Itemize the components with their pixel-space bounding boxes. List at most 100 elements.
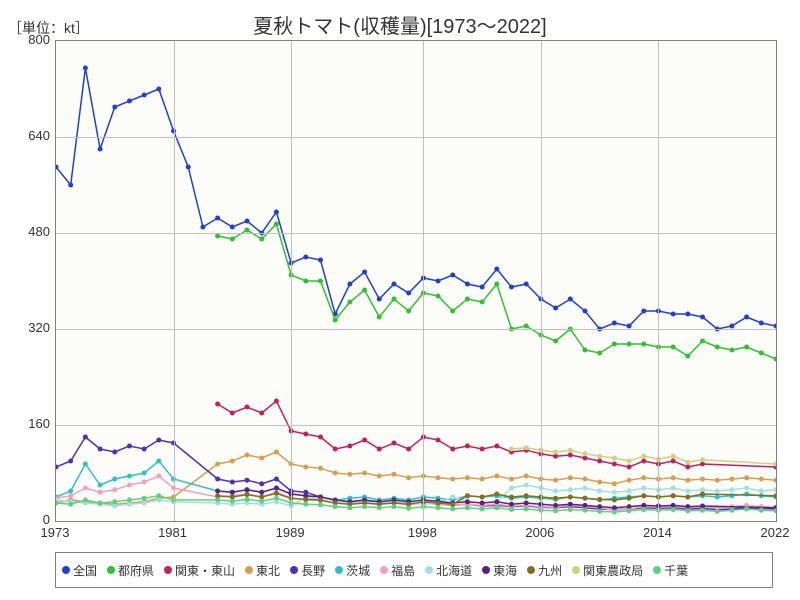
series-marker: [215, 477, 220, 482]
series-marker: [318, 466, 323, 471]
legend-item: 北海道: [425, 562, 472, 579]
x-tick-label: 2006: [520, 525, 560, 540]
legend-marker-icon: [164, 566, 172, 574]
series-marker: [612, 456, 617, 461]
legend-label: 長野: [301, 562, 325, 579]
series-marker: [774, 324, 777, 329]
series-marker: [729, 487, 734, 492]
series-marker: [494, 282, 499, 287]
series-marker: [582, 503, 587, 508]
series-marker: [480, 495, 485, 500]
series-marker: [700, 339, 705, 344]
x-tick-label: 1981: [153, 525, 193, 540]
series-marker: [56, 465, 59, 470]
legend-label: 東北: [256, 562, 280, 579]
series-marker: [480, 447, 485, 452]
series-marker: [524, 324, 529, 329]
legend-marker-icon: [380, 566, 388, 574]
legend-label: 福島: [391, 562, 415, 579]
series-marker: [83, 435, 88, 440]
series-marker: [259, 499, 264, 504]
series-marker: [465, 475, 470, 480]
legend-marker-icon: [335, 566, 343, 574]
series-marker: [744, 507, 749, 512]
legend-marker-icon: [527, 566, 535, 574]
series-marker: [744, 475, 749, 480]
series-marker: [347, 300, 352, 305]
series-marker: [597, 459, 602, 464]
series-marker: [303, 279, 308, 284]
legend-item: 東北: [245, 562, 280, 579]
series-marker: [744, 345, 749, 350]
series-marker: [362, 438, 367, 443]
series-marker: [774, 478, 777, 483]
legend-marker-icon: [107, 566, 115, 574]
series-marker: [641, 342, 646, 347]
series-marker: [759, 321, 764, 326]
series-marker: [524, 282, 529, 287]
series-marker: [774, 487, 777, 492]
series-marker: [671, 312, 676, 317]
series-marker: [524, 501, 529, 506]
series-marker: [641, 309, 646, 314]
series-marker: [318, 279, 323, 284]
series-marker: [391, 472, 396, 477]
series-marker: [627, 459, 632, 464]
series-line: [218, 224, 776, 359]
legend-label: 東海: [493, 562, 517, 579]
series-marker: [68, 183, 73, 188]
series-marker: [303, 502, 308, 507]
series-marker: [259, 456, 264, 461]
series-marker: [685, 489, 690, 494]
series-marker: [347, 505, 352, 510]
series-marker: [641, 486, 646, 491]
series-marker: [553, 478, 558, 483]
x-tick-label: 2014: [637, 525, 677, 540]
series-marker: [729, 477, 734, 482]
series-marker: [436, 505, 441, 510]
series-marker: [641, 475, 646, 480]
series-marker: [465, 282, 470, 287]
series-marker: [627, 478, 632, 483]
series-marker: [377, 297, 382, 302]
series-marker: [274, 222, 279, 227]
series-marker: [553, 450, 558, 455]
series-marker: [465, 297, 470, 302]
series-marker: [98, 447, 103, 452]
series-marker: [568, 502, 573, 507]
legend-item: 関東・東山: [164, 562, 235, 579]
series-marker: [671, 454, 676, 459]
legend-label: 北海道: [436, 562, 472, 579]
series-marker: [465, 444, 470, 449]
series-marker: [685, 478, 690, 483]
series-marker: [274, 477, 279, 482]
legend-marker-icon: [245, 566, 253, 574]
series-marker: [142, 480, 147, 485]
series-marker: [480, 501, 485, 506]
series-marker: [568, 475, 573, 480]
series-marker: [671, 475, 676, 480]
series-marker: [729, 508, 734, 513]
series-marker: [318, 435, 323, 440]
series-marker: [524, 493, 529, 498]
series-marker: [127, 498, 132, 503]
series-marker: [274, 399, 279, 404]
series-marker: [553, 503, 558, 508]
legend-item: 九州: [527, 562, 562, 579]
series-marker: [612, 462, 617, 467]
series-marker: [436, 294, 441, 299]
series-marker: [450, 495, 455, 500]
series-marker: [318, 258, 323, 263]
series-marker: [83, 498, 88, 503]
series-marker: [391, 297, 396, 302]
series-marker: [597, 497, 602, 502]
series-marker: [142, 93, 147, 98]
series-marker: [524, 445, 529, 450]
y-tick-label: 320: [10, 320, 50, 335]
series-marker: [68, 459, 73, 464]
series-marker: [450, 477, 455, 482]
series-marker: [377, 505, 382, 510]
series-marker: [98, 501, 103, 506]
series-marker: [494, 267, 499, 272]
series-marker: [641, 493, 646, 498]
